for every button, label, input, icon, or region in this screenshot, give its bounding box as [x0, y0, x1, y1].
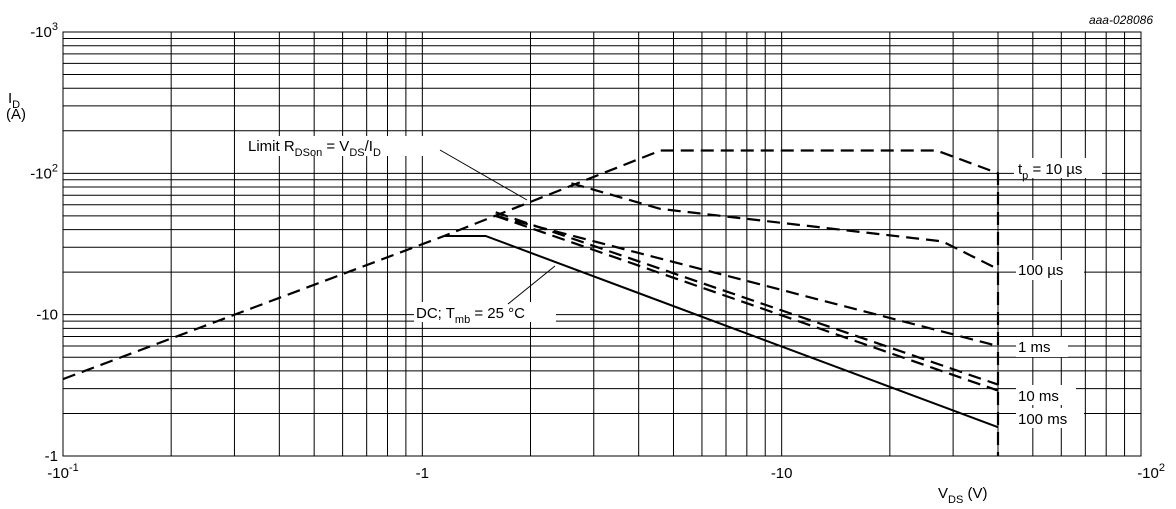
limit-label-bg — [246, 136, 438, 156]
tp-label-bg — [1014, 158, 1102, 178]
series-line-5 — [444, 235, 999, 429]
x-tick-label-1: -1 — [416, 465, 429, 482]
series-line-4 — [495, 214, 999, 392]
tp-10us-label: tp = 10 µs — [1018, 161, 1082, 182]
series-line-2 — [495, 214, 999, 348]
limit-rdson-label: Limit RDSon = VDS/ID — [248, 138, 381, 159]
limit-leader-line — [439, 149, 528, 201]
x-tick-label-0: -10-1 — [47, 462, 78, 482]
l100ms-label: 100 ms — [1018, 411, 1067, 428]
l10ms-label-bg — [1016, 385, 1076, 405]
l100us-label: 100 µs — [1018, 262, 1063, 279]
l1ms-label-bg — [1016, 337, 1068, 357]
dc-leader-line — [507, 265, 556, 305]
y-tick-label-2: -102 — [30, 162, 58, 182]
y-tick-label-0: -1 — [45, 448, 58, 465]
series-group — [62, 149, 1000, 456]
series-line-3 — [495, 211, 999, 386]
x-tick-label-2: -10 — [771, 465, 793, 482]
x-tick-labels: -10-1 -1 -10 -102 — [47, 462, 1165, 482]
dc-label: DC; Tmb = 25 °C — [416, 305, 525, 326]
y-tick-label-1: -10 — [36, 307, 58, 324]
x-axis-label: VDS (V) — [938, 485, 987, 506]
y-tick-label-3: -103 — [30, 21, 58, 41]
y-axis-unit: (A) — [6, 106, 26, 123]
dc-label-bg — [414, 302, 556, 322]
l1ms-label: 1 ms — [1018, 339, 1051, 356]
l100us-label-bg — [1016, 260, 1084, 280]
plot-frame — [62, 31, 1142, 457]
figure-reference: aaa-028086 — [1089, 13, 1153, 27]
series-line-1 — [571, 182, 999, 271]
l10ms-label: 10 ms — [1018, 388, 1059, 405]
x-tick-label-3: -102 — [1137, 462, 1165, 482]
y-tick-labels: -1 -10 -102 -103 — [30, 21, 58, 465]
l100ms-label-bg — [1016, 408, 1084, 428]
y-axis-label: ID — [8, 90, 20, 111]
